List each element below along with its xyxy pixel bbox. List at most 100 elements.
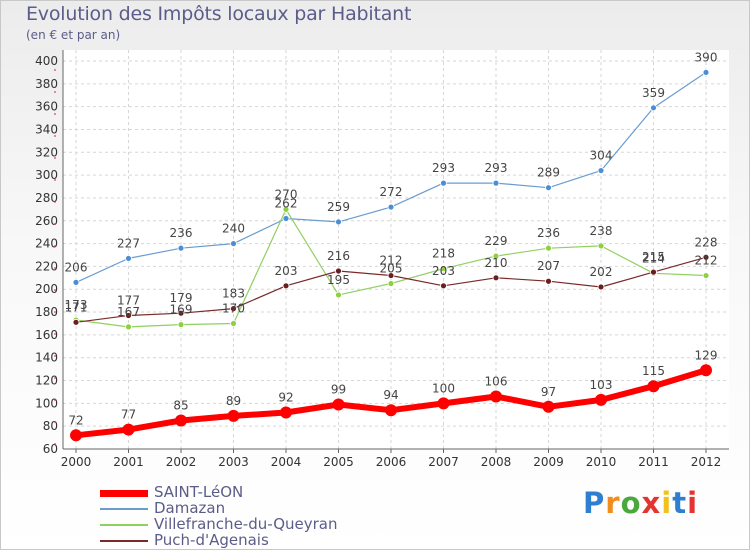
- logo-letter: r: [605, 486, 621, 520]
- x-tick-label: 2001: [113, 455, 144, 469]
- data-label: 85: [173, 398, 188, 412]
- y-tick-label: 340: [35, 122, 58, 136]
- data-point: [545, 244, 552, 252]
- y-tick-label: 260: [35, 214, 58, 228]
- data-label: 89: [226, 394, 241, 408]
- data-label: 170: [222, 301, 245, 315]
- axis-dot: [54, 267, 56, 269]
- data-point: [597, 167, 605, 174]
- chart-subtitle: (en € et par an): [26, 28, 121, 42]
- legend-swatch: [100, 524, 148, 526]
- data-label: 212: [695, 254, 718, 268]
- data-label: 106: [485, 375, 508, 389]
- data-point: [332, 398, 345, 411]
- data-point: [177, 244, 185, 252]
- data-label: 97: [541, 385, 556, 399]
- data-point: [387, 280, 395, 287]
- x-tick-label: 2000: [61, 455, 92, 469]
- y-tick-label: 360: [35, 100, 58, 114]
- data-label: 270: [275, 187, 298, 201]
- data-label: 215: [642, 250, 665, 264]
- data-label: 272: [380, 185, 403, 199]
- data-label: 171: [65, 300, 88, 314]
- y-tick-label: 380: [35, 77, 58, 91]
- data-point: [545, 277, 552, 285]
- data-point: [282, 282, 290, 290]
- axis-dot: [54, 201, 56, 203]
- axis-dot: [54, 157, 56, 159]
- data-point: [125, 312, 132, 319]
- data-label: 289: [537, 166, 560, 180]
- axis-dot: [54, 333, 56, 335]
- data-point: [230, 320, 237, 327]
- logo-letter: o: [620, 486, 642, 520]
- data-label: 203: [432, 264, 455, 278]
- data-label: 207: [537, 259, 560, 273]
- data-label: 179: [170, 291, 193, 305]
- x-tick-label: 2012: [691, 455, 722, 469]
- axis-dot: [54, 311, 56, 313]
- x-tick-label: 2004: [271, 455, 302, 469]
- data-label: 205: [380, 262, 403, 276]
- data-point: [70, 429, 82, 442]
- data-label: 195: [327, 273, 350, 287]
- legend-label: SAINT-LéON: [154, 483, 244, 501]
- data-point: [650, 104, 657, 112]
- data-point: [387, 272, 395, 279]
- y-tick-label: 400: [35, 54, 58, 68]
- data-label: 72: [68, 413, 83, 427]
- data-label: 214: [642, 251, 665, 265]
- data-label: 167: [117, 305, 140, 319]
- data-label: 210: [485, 256, 508, 270]
- y-tick-label: 100: [35, 396, 58, 410]
- data-point: [72, 278, 80, 286]
- data-point: [282, 215, 290, 222]
- data-point: [702, 69, 710, 76]
- data-point: [440, 179, 447, 187]
- data-point: [335, 218, 342, 226]
- data-point: [175, 414, 187, 427]
- data-label: 216: [327, 249, 350, 263]
- data-point: [335, 267, 342, 275]
- data-point: [700, 364, 712, 377]
- y-tick-label: 180: [35, 305, 58, 319]
- data-label: 293: [485, 161, 508, 175]
- x-tick-label: 2011: [638, 455, 669, 469]
- axis-dot: [54, 443, 56, 445]
- logo-letter: i: [687, 486, 699, 520]
- x-tick-label: 2006: [376, 455, 407, 469]
- y-tick-label: 80: [43, 419, 58, 433]
- data-label: 390: [695, 50, 718, 64]
- data-point: [542, 400, 555, 413]
- data-point: [125, 255, 132, 262]
- data-point: [280, 406, 292, 419]
- data-label: 236: [537, 226, 560, 240]
- x-tick-label: 2010: [586, 455, 617, 469]
- data-label: 203: [275, 264, 298, 278]
- y-tick-label: 280: [35, 191, 58, 205]
- data-label: 236: [170, 226, 193, 240]
- proxiti-logo: Proxiti: [583, 486, 698, 520]
- data-point: [492, 274, 500, 282]
- x-tick-label: 2003: [218, 455, 249, 469]
- axis-dot: [54, 179, 56, 181]
- data-point: [440, 282, 447, 290]
- data-label: 202: [590, 265, 613, 279]
- data-label: 103: [590, 378, 613, 392]
- data-label: 293: [432, 161, 455, 175]
- data-point: [702, 272, 710, 279]
- logo-letter: P: [583, 486, 606, 520]
- y-tick-label: 140: [35, 351, 58, 365]
- data-label: 115: [642, 364, 665, 378]
- axis-dot: [54, 377, 56, 379]
- axis-dot: [54, 223, 56, 225]
- data-point: [650, 268, 657, 276]
- data-label: 227: [117, 236, 140, 250]
- x-tick-label: 2009: [533, 455, 564, 469]
- data-point: [492, 252, 500, 260]
- chart-title: Evolution des Impôts locaux par Habitant: [26, 3, 412, 25]
- logo-letter: t: [672, 486, 688, 520]
- data-point: [647, 380, 660, 393]
- data-label: 94: [383, 388, 398, 402]
